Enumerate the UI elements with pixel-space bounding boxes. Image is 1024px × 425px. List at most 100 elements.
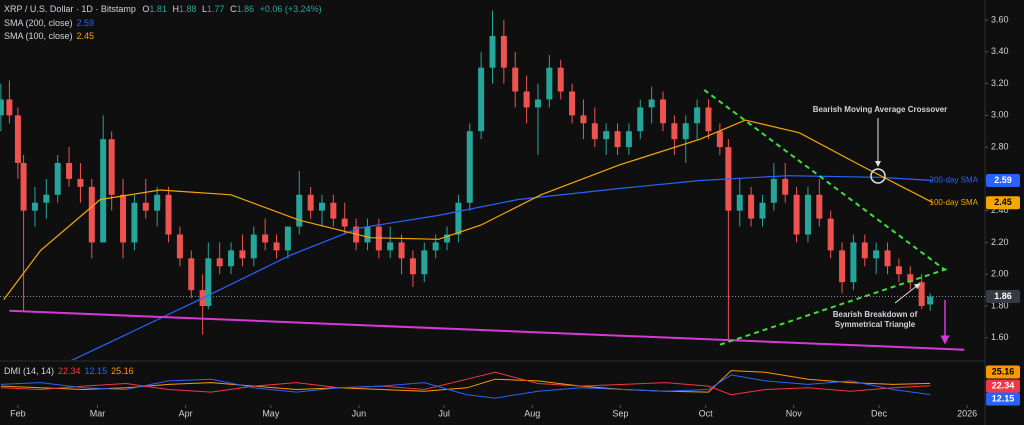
candle-body: [444, 234, 451, 243]
dmi-badge: [986, 392, 1020, 406]
price-badge-label: 1.86: [994, 291, 1012, 301]
dmi-line: [0, 371, 931, 396]
annotation: Symmetrical Triangle: [835, 320, 916, 329]
axes: 1.601.802.002.202.402.602.803.003.203.40…: [10, 14, 1008, 418]
y-tick-label: 1.60: [991, 332, 1009, 342]
sma-legend: SMA (100, close) 2.45: [4, 31, 94, 41]
x-tick-label: Nov: [786, 408, 803, 418]
candle-body: [660, 99, 667, 124]
candle-body: [918, 282, 925, 306]
ohlc-key: O: [142, 4, 149, 14]
y-tick-label: 2.00: [991, 269, 1009, 279]
candle-body: [682, 123, 689, 140]
candle-body: [216, 258, 223, 267]
candle-body: [759, 202, 766, 219]
candle-body: [478, 67, 485, 132]
dmi-badge: [986, 365, 1020, 379]
candle-body: [793, 194, 800, 235]
candle-body: [873, 250, 880, 259]
sma-name: SMA (100, close): [4, 31, 73, 41]
candle-body: [705, 107, 712, 132]
candle-body: [77, 178, 84, 187]
candle-body: [43, 194, 50, 203]
y-tick-label: 3.60: [991, 14, 1009, 24]
dmi-line: [0, 370, 931, 393]
price-badge: [986, 173, 1020, 187]
candle-body: [188, 258, 195, 291]
dmi-badge-label: 25.16: [992, 366, 1015, 376]
candle-body: [364, 226, 371, 243]
candle-body: [523, 91, 530, 108]
candle-body: [31, 202, 38, 211]
candle-body: [330, 202, 337, 219]
candle-body: [20, 163, 27, 211]
y-tick-label: 1.80: [991, 300, 1009, 310]
title: XRP / U.S. Dollar · 1D · Bitstamp: [4, 4, 136, 14]
candle-body: [782, 178, 789, 195]
candle-body: [14, 115, 21, 164]
dmi-badge: [986, 379, 1020, 393]
price-badge: [986, 196, 1020, 210]
dmi-badge-label: 22.34: [992, 380, 1015, 390]
dmi-value: 25.16: [111, 366, 134, 376]
candle-body: [671, 123, 678, 140]
candle-body: [88, 186, 95, 243]
candle-body: [614, 131, 621, 148]
price-pane: [0, 10, 985, 360]
candle-body: [839, 250, 846, 283]
ohlc-value: 1.86: [237, 4, 255, 14]
candle-body: [154, 194, 161, 211]
annotation: Bearish Moving Average Crossover: [813, 105, 948, 114]
x-tick-label: Feb: [10, 408, 26, 418]
candle-body: [512, 67, 519, 92]
sma-name: SMA (200, close): [4, 18, 73, 28]
candle-body: [569, 91, 576, 116]
price-badge: [986, 289, 1020, 303]
dmi-value: 12.15: [85, 366, 108, 376]
x-tick-label: Dec: [871, 408, 888, 418]
candle-body: [108, 139, 115, 195]
ohlc-key: C: [230, 4, 237, 14]
change: +0.06 (+3.24%): [260, 4, 322, 14]
candle-body: [804, 194, 811, 235]
candle-body: [557, 67, 564, 92]
candle-body: [142, 202, 149, 211]
candle-body: [466, 131, 473, 203]
candle-body: [907, 274, 914, 283]
y-tick-label: 3.40: [991, 46, 1009, 56]
candle-body: [318, 202, 325, 211]
x-tick-label: Aug: [524, 408, 540, 418]
y-tick-label: 2.80: [991, 141, 1009, 151]
x-tick-label: 2026: [957, 408, 977, 418]
candle-body: [54, 163, 61, 195]
candle-body: [296, 194, 303, 227]
x-tick-label: Jun: [352, 408, 367, 418]
candle-body: [66, 163, 73, 179]
candle-body: [239, 250, 246, 259]
candle-body: [927, 296, 934, 305]
candle-body: [205, 258, 212, 306]
price-badge-label: 2.45: [994, 197, 1012, 207]
candle-body: [398, 242, 405, 259]
candle-body: [228, 250, 235, 267]
ohlc-value: 1.77: [207, 4, 225, 14]
x-tick-label: Sep: [612, 408, 628, 418]
candle-body: [273, 242, 280, 251]
annotation: Bearish Breakdown of: [833, 310, 918, 319]
candle-body: [432, 242, 439, 251]
x-tick-label: Jul: [438, 408, 450, 418]
candle-body: [100, 139, 107, 243]
dmi-name: DMI (14, 14): [4, 366, 54, 376]
ohlc-value: 1.88: [179, 4, 197, 14]
candle-body: [546, 67, 553, 100]
candle-body: [603, 131, 610, 140]
ohlc-value: 1.81: [149, 4, 167, 14]
x-tick-label: Mar: [90, 408, 106, 418]
candle-body: [165, 194, 172, 235]
trendline: [703, 89, 945, 271]
trendline: [719, 266, 951, 346]
candle-body: [648, 99, 655, 108]
candle-body: [409, 258, 416, 275]
ohlc-key: L: [202, 4, 207, 14]
